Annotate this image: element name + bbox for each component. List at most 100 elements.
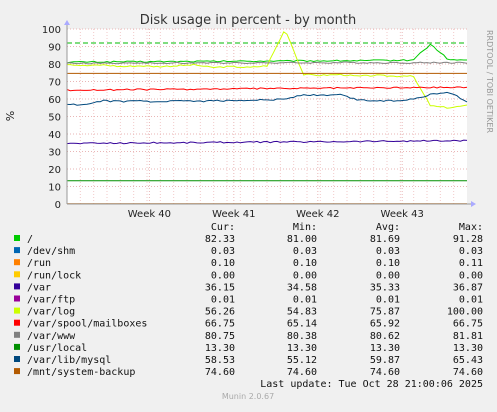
legend-value: 81.00 <box>287 234 317 245</box>
legend-name: /var <box>27 282 51 293</box>
legend-name: /dev/shm <box>27 246 75 257</box>
legend-value: 34.58 <box>287 282 317 293</box>
legend-name: / <box>27 234 33 245</box>
x-axis-arrow <box>471 201 476 207</box>
legend-value: 66.75 <box>453 319 483 330</box>
legend-swatch <box>14 259 20 266</box>
legend-name: /var/ftp <box>27 295 75 306</box>
y-tick-label: 70 <box>48 78 61 89</box>
y-tick-label: 90 <box>48 43 61 54</box>
chart-title: Disk usage in percent - by month <box>140 13 356 28</box>
series-line <box>66 61 468 65</box>
x-tick-label: Week 43 <box>381 209 424 220</box>
x-tick-label: Week 42 <box>296 209 339 220</box>
legend-swatch <box>14 247 20 254</box>
legend: Cur: Min: Avg: Max: / 82.33 81.00 81.69 91.28/de… <box>14 222 483 378</box>
legend-value: 82.33 <box>205 234 235 245</box>
legend-header: Cur: <box>211 222 235 233</box>
legend-value: 0.01 <box>293 295 317 306</box>
legend-name: /run/lock <box>27 270 81 281</box>
legend-swatch <box>14 307 20 314</box>
legend-value: 66.75 <box>205 319 235 330</box>
y-tick-label: 100 <box>42 25 61 36</box>
legend-name: /var/www <box>27 331 76 342</box>
legend-value: 0.03 <box>293 246 317 257</box>
legend-header: Min: <box>293 222 317 233</box>
legend-value: 100.00 <box>447 307 483 318</box>
legend-value: 74.60 <box>287 367 317 378</box>
legend-name: /var/spool/mailboxes <box>27 319 147 330</box>
legend-swatch <box>14 295 20 302</box>
legend-value: 13.30 <box>287 343 317 354</box>
rrdtool-side-label: RRDTOOL / TOBI OETIKER <box>485 30 494 133</box>
series-line <box>66 139 468 145</box>
legend-name: /var/log <box>27 307 75 318</box>
legend-header: Max: <box>459 222 483 233</box>
y-tick-labels: 0 10 20 30 40 50 60 70 80 90 100 <box>42 25 61 211</box>
legend-value: 65.92 <box>370 319 400 330</box>
legend-swatch <box>14 356 20 362</box>
y-tick-label: 60 <box>48 95 61 106</box>
legend-name: /var/lib/mysql <box>27 355 111 366</box>
munin-version: Munin 2.0.67 <box>222 392 274 401</box>
legend-value: 0.03 <box>459 246 483 257</box>
y-axis-label: % <box>4 111 17 121</box>
legend-value: 91.28 <box>453 234 483 245</box>
legend-value: 59.87 <box>370 355 400 366</box>
legend-value: 80.62 <box>370 331 400 342</box>
y-tick-label: 80 <box>48 60 61 71</box>
y-tick-label: 0 <box>55 200 61 211</box>
legend-value: 0.00 <box>459 270 483 281</box>
legend-value: 75.87 <box>370 307 400 318</box>
legend-value: 55.12 <box>287 355 317 366</box>
legend-value: 0.10 <box>376 258 400 269</box>
legend-value: 36.15 <box>205 282 235 293</box>
legend-value: 65.14 <box>287 319 317 330</box>
series-line <box>66 43 467 64</box>
y-tick-label: 30 <box>48 148 61 159</box>
legend-name: /mnt/system-backup <box>27 367 135 378</box>
legend-value: 13.30 <box>370 343 400 354</box>
legend-value: 13.30 <box>205 343 235 354</box>
x-tick-label: Week 40 <box>128 209 171 220</box>
legend-swatch <box>14 319 20 326</box>
legend-value: 35.33 <box>370 282 400 293</box>
legend-value: 13.30 <box>453 343 483 354</box>
legend-value: 0.00 <box>211 270 235 281</box>
legend-value: 36.87 <box>453 282 483 293</box>
legend-value: 0.00 <box>293 270 317 281</box>
legend-swatch <box>14 271 20 278</box>
legend-value: 56.26 <box>205 307 235 318</box>
y-tick-label: 50 <box>48 113 61 124</box>
series-line <box>66 86 468 92</box>
legend-value: 74.60 <box>370 367 400 378</box>
legend-swatch <box>14 368 20 375</box>
y-axis-arrow <box>64 20 70 25</box>
legend-header: Avg: <box>376 222 400 233</box>
legend-value: 54.83 <box>287 307 317 318</box>
y-tick-label: 10 <box>48 183 61 194</box>
legend-swatch <box>14 283 20 290</box>
series-line <box>66 91 468 106</box>
legend-swatch <box>14 235 20 241</box>
legend-name: /run <box>27 258 51 269</box>
legend-value: 0.10 <box>211 258 235 269</box>
legend-value: 0.01 <box>376 295 400 306</box>
legend-value: 81.69 <box>370 234 400 245</box>
legend-value: 58.53 <box>205 355 235 366</box>
legend-swatch <box>14 331 20 338</box>
legend-value: 80.38 <box>287 331 317 342</box>
legend-value: 74.60 <box>205 367 235 378</box>
y-tick-label: 20 <box>48 165 61 176</box>
legend-swatch <box>14 343 20 350</box>
legend-value: 80.75 <box>205 331 235 342</box>
legend-value: 0.00 <box>376 270 400 281</box>
x-tick-label: Week 41 <box>212 209 255 220</box>
legend-value: 0.10 <box>293 258 317 269</box>
legend-name: /usr/local <box>27 343 87 354</box>
axes <box>64 20 476 207</box>
legend-value: 0.01 <box>459 295 483 306</box>
legend-value: 0.03 <box>211 246 235 257</box>
